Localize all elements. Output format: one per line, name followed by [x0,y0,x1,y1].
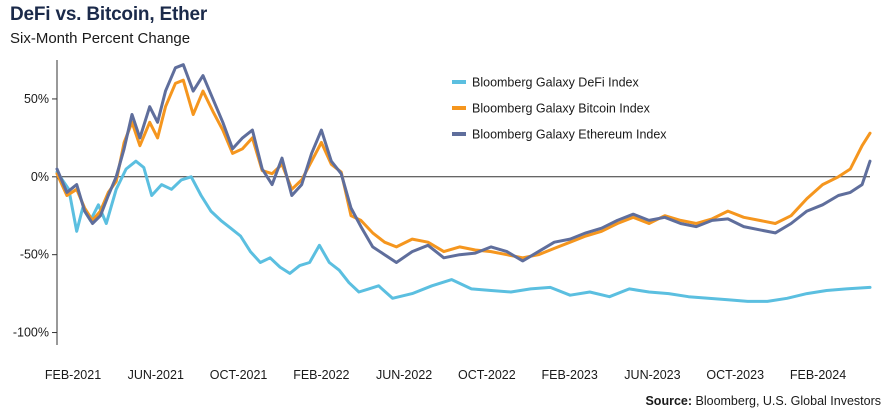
x-tick-label: FEB-2022 [293,368,349,382]
y-tick-label: -100% [13,326,49,340]
x-tick-label: JUN-2023 [624,368,680,382]
series-line-bloomberg-galaxy-defi-index [55,159,872,303]
x-tick-label: JUN-2021 [128,368,184,382]
y-tick-label: 0% [31,170,49,184]
legend-label: Bloomberg Galaxy DeFi Index [472,76,639,90]
series-line-bloomberg-galaxy-ethereum-index [55,63,872,264]
chart-title: DeFi vs. Bitcoin, Ether [10,4,208,25]
source-note: Source: Bloomberg, U.S. Global Investors [645,394,881,408]
chart-subtitle: Six-Month Percent Change [10,30,191,47]
source-label: Source: [645,394,693,408]
x-tick-label: JUN-2022 [376,368,432,382]
series-line-bloomberg-galaxy-bitcoin-index [55,78,872,260]
x-tick-label: OCT-2022 [458,368,516,382]
legend-label: Bloomberg Galaxy Bitcoin Index [472,102,651,116]
x-tick-label: FEB-2023 [542,368,598,382]
x-tick-label: FEB-2024 [790,368,846,382]
y-tick-label: -50% [20,248,49,262]
x-tick-label: OCT-2023 [706,368,764,382]
x-tick-label: FEB-2021 [45,368,101,382]
legend-label: Bloomberg Galaxy Ethereum Index [472,128,667,142]
source-text: Bloomberg, U.S. Global Investors [695,394,882,408]
y-tick-label: 50% [24,92,49,106]
x-tick-label: OCT-2021 [210,368,268,382]
